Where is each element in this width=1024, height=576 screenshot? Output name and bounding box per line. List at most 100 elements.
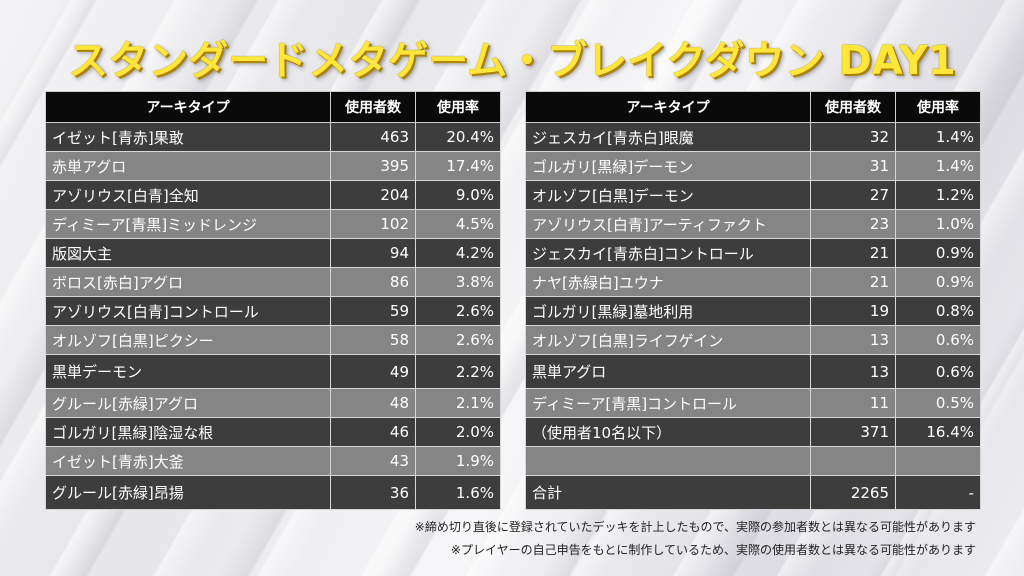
rate-cell: 1.9% [415, 446, 501, 476]
rate-cell: 9.0% [415, 180, 501, 210]
rate-cell: 0.6% [895, 354, 981, 389]
metagame-table-right: アーキタイプ 使用者数 使用率 ジェスカイ[青赤白]眼魔 32 1.4% ゴルガリ[黒… [525, 91, 981, 510]
archetype-cell: ゴルガリ[黒緑]墓地利用 [525, 296, 811, 326]
users-cell: 19 [810, 296, 896, 326]
users-cell: 36 [330, 475, 416, 510]
users-cell: 11 [810, 388, 896, 418]
archetype-cell: ナヤ[赤緑白]ユウナ [525, 267, 811, 297]
rate-cell: 16.4% [895, 417, 981, 447]
rate-cell: 4.2% [415, 238, 501, 268]
header-rate: 使用率 [895, 91, 981, 123]
users-cell: 43 [330, 446, 416, 476]
rate-cell: 0.5% [895, 388, 981, 418]
archetype-cell: ジェスカイ[青赤白]眼魔 [525, 122, 811, 152]
archetype-cell: 黒単アグロ [525, 354, 811, 389]
archetype-cell: ジェスカイ[青赤白]コントロール [525, 238, 811, 268]
rate-cell: - [895, 475, 981, 510]
table-row: ゴルガリ[黒緑]陰湿な根 46 2.0% [45, 417, 501, 447]
table-row: 黒単デーモン 49 2.2% [45, 354, 501, 389]
users-cell: 49 [330, 354, 416, 389]
table-row: アゾリウス[白青]アーティファクト 23 1.0% [525, 209, 981, 239]
archetype-cell: イゼット[青赤]果敢 [45, 122, 331, 152]
users-cell: 21 [810, 238, 896, 268]
users-cell: 102 [330, 209, 416, 239]
footnote: ※プレイヤーの自己申告をもとに制作しているため、実際の使用者数とは異なる可能性が… [450, 543, 976, 557]
users-cell: 23 [810, 209, 896, 239]
table-row: オルゾフ[白黒]ピクシー 58 2.6% [45, 325, 501, 355]
users-cell: 32 [810, 122, 896, 152]
table-row: オルゾフ[白黒]デーモン 27 1.2% [525, 180, 981, 210]
header-rate: 使用率 [415, 91, 501, 123]
users-cell: 463 [330, 122, 416, 152]
table-row: 赤単アグロ 395 17.4% [45, 151, 501, 181]
table-row: ディミーア[青黒]コントロール 11 0.5% [525, 388, 981, 418]
users-cell: 204 [330, 180, 416, 210]
rate-cell: 3.8% [415, 267, 501, 297]
rate-cell: 20.4% [415, 122, 501, 152]
archetype-cell: ゴルガリ[黒緑]デーモン [525, 151, 811, 181]
rate-cell: 1.6% [415, 475, 501, 510]
archetype-cell: 黒単デーモン [45, 354, 331, 389]
table-row: アゾリウス[白青]コントロール 59 2.6% [45, 296, 501, 326]
rate-cell: 2.1% [415, 388, 501, 418]
rate-cell [895, 446, 981, 476]
archetype-cell: イゼット[青赤]大釜 [45, 446, 331, 476]
footnote: ※締め切り直後に登録されていたデッキを計上したもので、実際の参加者数とは異なる可… [414, 520, 976, 534]
table-row: ディミーア[青黒]ミッドレンジ 102 4.5% [45, 209, 501, 239]
rate-cell: 1.4% [895, 122, 981, 152]
metagame-table-left: アーキタイプ 使用者数 使用率 イゼット[青赤]果敢 463 20.4% 赤単アグロ 3… [45, 91, 501, 510]
archetype-cell: オルゾフ[白黒]ライフゲイン [525, 325, 811, 355]
table-row: アゾリウス[白青]全知 204 9.0% [45, 180, 501, 210]
archetype-cell: グルール[赤緑]アグロ [45, 388, 331, 418]
table-row: 版図大主 94 4.2% [45, 238, 501, 268]
users-cell: 48 [330, 388, 416, 418]
users-cell: 59 [330, 296, 416, 326]
archetype-cell: オルゾフ[白黒]ピクシー [45, 325, 331, 355]
rate-cell: 2.6% [415, 325, 501, 355]
rate-cell: 0.6% [895, 325, 981, 355]
users-cell: 21 [810, 267, 896, 297]
table-row: 合計 2265- [525, 475, 981, 510]
table-row [525, 446, 981, 476]
table-row: ゴルガリ[黒緑]デーモン 31 1.4% [525, 151, 981, 181]
rate-cell: 0.9% [895, 267, 981, 297]
header-users: 使用者数 [810, 91, 896, 123]
users-cell [810, 446, 896, 476]
rate-cell: 0.9% [895, 238, 981, 268]
users-cell: 58 [330, 325, 416, 355]
table-row: ジェスカイ[青赤白]コントロール 21 0.9% [525, 238, 981, 268]
archetype-cell: （使用者10名以下） [525, 417, 811, 447]
users-cell: 31 [810, 151, 896, 181]
users-cell: 395 [330, 151, 416, 181]
users-cell: 371 [810, 417, 896, 447]
users-cell: 46 [330, 417, 416, 447]
table-row: （使用者10名以下） 371 16.4% [525, 417, 981, 447]
archetype-cell: ディミーア[青黒]ミッドレンジ [45, 209, 331, 239]
archetype-cell: アゾリウス[白青]全知 [45, 180, 331, 210]
rate-cell: 1.0% [895, 209, 981, 239]
archetype-cell: ディミーア[青黒]コントロール [525, 388, 811, 418]
rate-cell: 1.2% [895, 180, 981, 210]
rate-cell: 2.2% [415, 354, 501, 389]
archetype-cell: ボロス[赤白]アグロ [45, 267, 331, 297]
rate-cell: 17.4% [415, 151, 501, 181]
table-row: オルゾフ[白黒]ライフゲイン 13 0.6% [525, 325, 981, 355]
table-row: 黒単アグロ 13 0.6% [525, 354, 981, 389]
table-row: グルール[赤緑]アグロ 48 2.1% [45, 388, 501, 418]
table-row: ゴルガリ[黒緑]墓地利用 19 0.8% [525, 296, 981, 326]
table-header-row: アーキタイプ 使用者数 使用率 [45, 91, 501, 123]
header-users: 使用者数 [330, 91, 416, 123]
table-row: ボロス[赤白]アグロ 86 3.8% [45, 267, 501, 297]
archetype-cell: 合計 [525, 475, 811, 510]
archetype-cell: グルール[赤緑]昂揚 [45, 475, 331, 510]
rate-cell: 4.5% [415, 209, 501, 239]
archetype-cell: 版図大主 [45, 238, 331, 268]
header-archetype: アーキタイプ [45, 91, 331, 123]
table-row: グルール[赤緑]昂揚 36 1.6% [45, 475, 501, 510]
users-cell: 13 [810, 354, 896, 389]
rate-cell: 2.0% [415, 417, 501, 447]
users-cell: 27 [810, 180, 896, 210]
table-row: イゼット[青赤]大釜 43 1.9% [45, 446, 501, 476]
archetype-cell: ゴルガリ[黒緑]陰湿な根 [45, 417, 331, 447]
table-row: ナヤ[赤緑白]ユウナ 21 0.9% [525, 267, 981, 297]
